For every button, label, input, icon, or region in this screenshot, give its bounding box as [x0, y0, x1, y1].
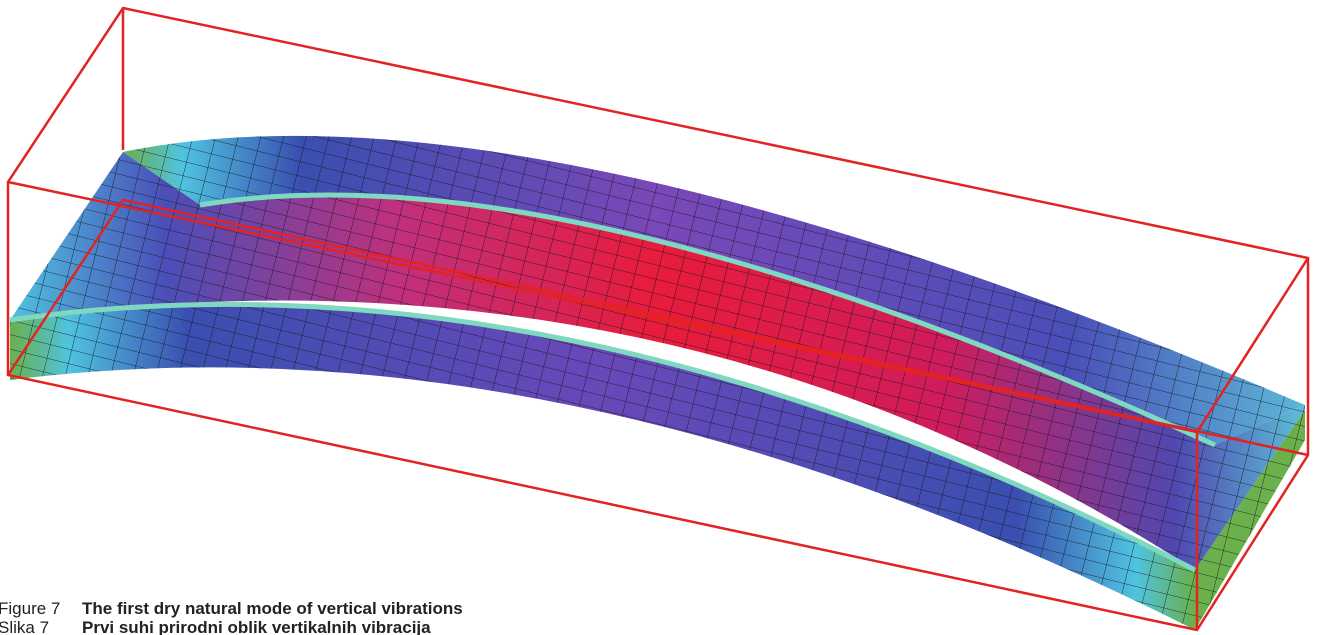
- caption-text: The first dry natural mode of vertical v…: [82, 599, 463, 618]
- page: Figure 7 The first dry natural mode of v…: [0, 0, 1318, 635]
- figure: Figure 7 The first dry natural mode of v…: [0, 0, 1318, 635]
- caption-label: Slika 7: [0, 618, 49, 635]
- caption-text: Prvi suhi prirodni oblik vertikalnih vib…: [82, 618, 431, 635]
- caption-label: Figure 7: [0, 599, 60, 618]
